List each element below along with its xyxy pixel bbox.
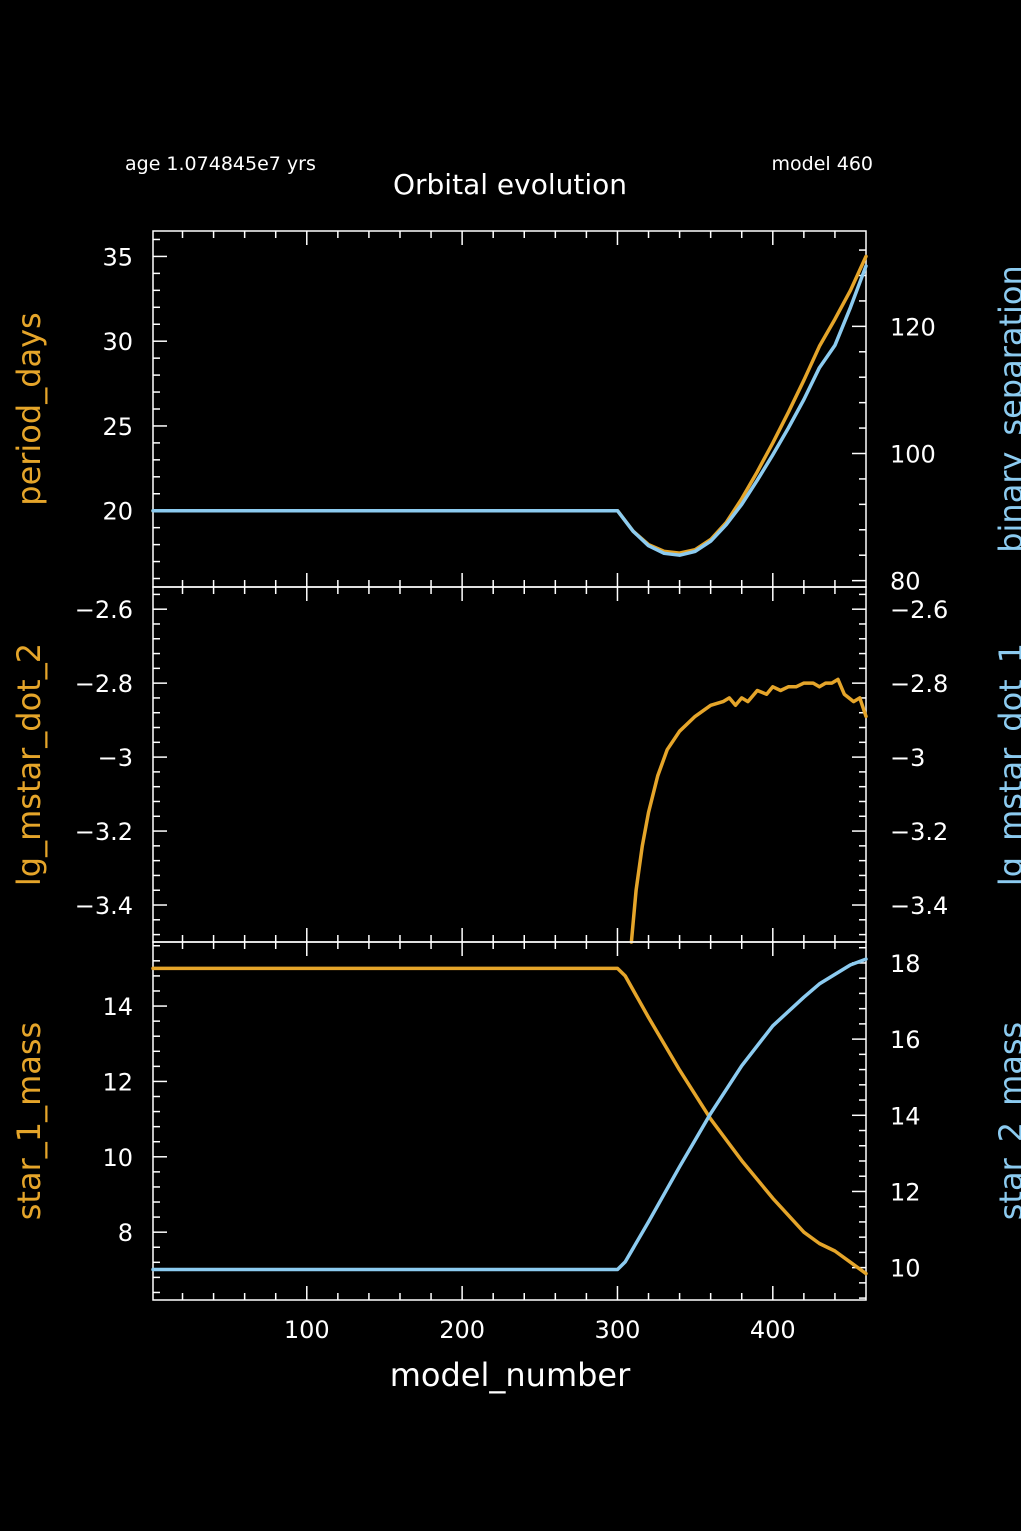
series-line-binary-separation: [151, 264, 868, 557]
model-label: model 460: [772, 153, 873, 175]
x-tick-label: 300: [595, 1316, 641, 1344]
x-tick-label: 200: [439, 1316, 485, 1344]
panel-bottom: 100 200 300 400 8 10 12 14 star_1_mass 10 12 14 16 18…: [10, 941, 1021, 1344]
panel-middle: −2.6 −2.8 −3 −3.2 −3.4 lg_mstar_dot_2 −2.6 −2.8…: [10, 586, 1021, 944]
right-axis-label: lg_mstar_dot_1: [992, 643, 1021, 886]
right-axis-tick-label: 18: [890, 950, 921, 978]
left-axis-tick-label: 35: [102, 243, 133, 271]
right-axis-tick-label: 120: [890, 313, 936, 341]
left-axis-tick-label: −3.2: [75, 818, 133, 846]
series-line-star-1-mass: [151, 966, 868, 1276]
right-axis-label: star_2_mass: [992, 1022, 1021, 1220]
left-axis-tick-label: 10: [102, 1144, 133, 1172]
age-label: age 1.074845e7 yrs: [125, 153, 316, 175]
left-axis-label: lg_mstar_dot_2: [10, 643, 48, 886]
x-tick-label: 400: [750, 1316, 796, 1344]
panel-top: 20 25 30 35 period_days 80 100 120 binary_separa…: [10, 230, 1021, 596]
left-axis-tick-label: 12: [102, 1068, 133, 1096]
left-axis-label: period_days: [10, 312, 48, 505]
right-axis-tick-label: −3.2: [890, 818, 948, 846]
series-line-lg-mstar-dot-2: [629, 677, 868, 944]
right-axis-tick-label: 14: [890, 1102, 921, 1130]
left-axis-tick-label: 20: [102, 498, 133, 526]
left-axis-tick-label: −2.6: [75, 596, 133, 624]
right-axis-tick-label: −3: [890, 744, 925, 772]
series-line-star-2-mass: [151, 957, 868, 1272]
left-axis-label: star_1_mass: [10, 1022, 48, 1220]
chart-title: Orbital evolution: [393, 168, 627, 201]
left-axis-tick-label: −2.8: [75, 670, 133, 698]
left-axis-tick-label: 25: [102, 413, 133, 441]
right-axis-tick-label: 16: [890, 1026, 921, 1054]
x-axis-label: model_number: [390, 1356, 631, 1394]
right-axis-tick-label: 10: [890, 1255, 921, 1283]
right-axis-tick-label: 12: [890, 1178, 921, 1206]
left-axis-tick-label: −3.4: [75, 892, 133, 920]
right-axis-tick-label: −2.6: [890, 596, 948, 624]
left-axis-tick-label: 14: [102, 993, 133, 1021]
panel-frame: [152, 941, 867, 1301]
chart-panels: 20 25 30 35 period_days 80 100 120 binary_separa…: [10, 230, 1021, 1344]
left-axis-tick-label: −3: [98, 744, 133, 772]
right-axis-tick-label: 100: [890, 441, 936, 469]
right-axis-tick-label: −2.8: [890, 670, 948, 698]
left-axis-tick-label: 8: [118, 1219, 133, 1247]
x-tick-label: 100: [284, 1316, 330, 1344]
right-axis-tick-label: −3.4: [890, 892, 948, 920]
right-axis-label: binary_separation: [992, 265, 1021, 553]
right-axis-tick-label: 80: [890, 568, 921, 596]
left-axis-tick-label: 30: [102, 328, 133, 356]
